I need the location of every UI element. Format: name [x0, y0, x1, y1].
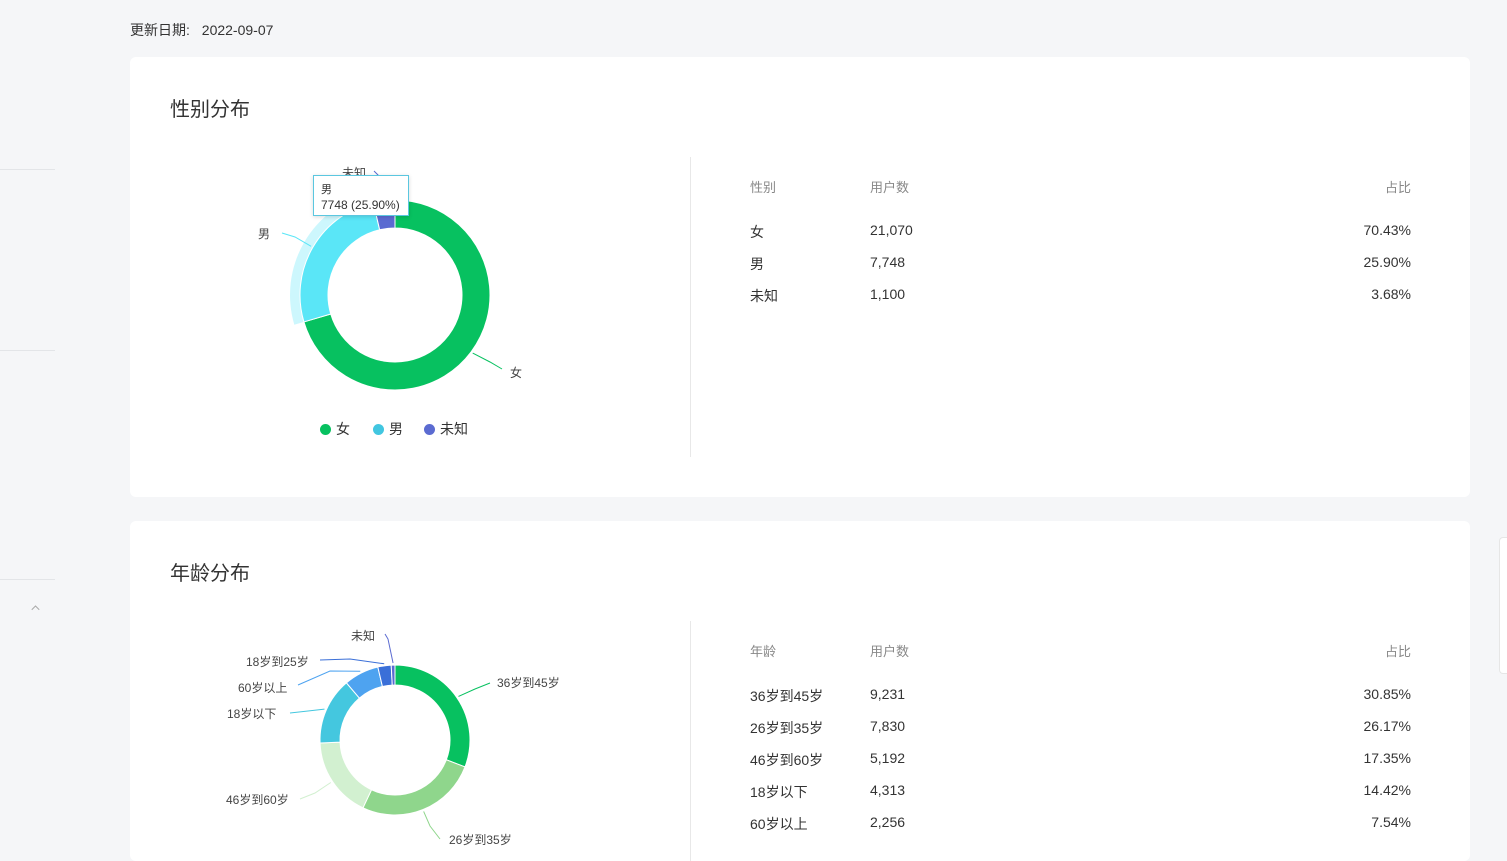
- card-divider: [690, 621, 691, 861]
- legend-label: 未知: [440, 421, 468, 437]
- update-date: 更新日期: 2022-09-07: [130, 20, 273, 40]
- donut-slice-0[interactable]: [394, 664, 471, 768]
- slice-label: 18岁以下: [227, 706, 276, 721]
- cell-name: 60岁以上: [750, 816, 808, 832]
- sidebar-divider: [0, 169, 55, 170]
- header-age: 年龄: [750, 644, 777, 659]
- donut-slice-1[interactable]: [299, 201, 381, 323]
- cell-count: 21,070: [870, 222, 913, 238]
- cell-name: 男: [750, 256, 764, 272]
- label-line: [472, 352, 503, 370]
- slice-label: 未知: [351, 629, 375, 643]
- header-ratio: 占比: [1384, 180, 1411, 195]
- legend-item-male[interactable]: 男: [373, 419, 403, 439]
- table-header: 性别 用户数 占比: [750, 177, 1411, 197]
- header-gender: 性别: [750, 180, 777, 195]
- tooltip-value: 7748 (25.90%): [321, 198, 400, 212]
- cell-count: 7,830: [870, 718, 906, 734]
- table-row: 未知 1,100 3.68%: [750, 286, 1411, 306]
- legend-dot: [373, 424, 384, 435]
- donut-slice-2[interactable]: [319, 741, 373, 809]
- age-title: 年龄分布: [170, 563, 250, 585]
- table-row: 60岁以上 2,256 7.54%: [750, 814, 1411, 834]
- slice-label: 46岁到60岁: [226, 792, 289, 807]
- legend-item-female[interactable]: 女: [320, 419, 350, 439]
- card-divider: [690, 157, 691, 457]
- cell-name: 36岁到45岁: [750, 688, 824, 704]
- table-header: 年龄 用户数 占比: [750, 641, 1411, 661]
- cell-name: 26岁到35岁: [750, 720, 824, 736]
- cell-pct: 25.90%: [1363, 254, 1411, 270]
- update-date-label: 更新日期:: [130, 22, 190, 38]
- legend-label: 女: [336, 421, 350, 437]
- cell-name: 未知: [750, 288, 778, 304]
- cell-count: 5,192: [870, 750, 906, 766]
- label-line: [458, 682, 491, 697]
- label-line: [299, 782, 332, 800]
- slice-label: 男: [258, 227, 270, 241]
- tooltip-name: 男: [321, 184, 332, 196]
- label-line: [289, 708, 325, 714]
- cell-pct: 26.17%: [1363, 718, 1411, 734]
- update-date-value: 2022-09-07: [201, 22, 274, 38]
- age-card: 年龄分布 36岁到45岁 26岁到35岁 46岁到60岁 18岁以下 60岁以上 18岁到…: [130, 521, 1470, 861]
- cell-count: 2,256: [870, 814, 906, 830]
- slice-label: 女: [510, 365, 522, 380]
- table-row: 46岁到60岁 5,192 17.35%: [750, 750, 1411, 770]
- label-line: [423, 811, 441, 840]
- legend-dot: [320, 424, 331, 435]
- left-sidebar: [0, 0, 55, 851]
- label-line: [384, 633, 394, 664]
- cell-count: 1,100: [870, 286, 906, 302]
- cell-name: 18岁以下: [750, 784, 808, 800]
- table-row: 36岁到45岁 9,231 30.85%: [750, 686, 1411, 706]
- slice-label: 36岁到45岁: [497, 675, 560, 690]
- cell-name: 女: [750, 224, 764, 240]
- label-line: [297, 670, 361, 686]
- cell-count: 7,748: [870, 254, 906, 270]
- table-row: 女 21,070 70.43%: [750, 222, 1411, 242]
- cell-count: 4,313: [870, 782, 906, 798]
- right-scroll-handle[interactable]: [1499, 537, 1507, 674]
- slice-label: 26岁到35岁: [449, 832, 512, 847]
- header-users: 用户数: [870, 644, 910, 659]
- gender-title: 性别分布: [170, 99, 250, 121]
- gender-card: 性别分布 女男未知 男 7748 (25.90%) 女 男 未知 性别 用户数 …: [130, 57, 1470, 497]
- donut-slice-0[interactable]: [303, 199, 491, 391]
- table-row: 18岁以下 4,313 14.42%: [750, 782, 1411, 802]
- slice-label: 60岁以上: [238, 680, 287, 695]
- donut-slice-1[interactable]: [362, 759, 466, 816]
- sidebar-divider: [0, 350, 55, 351]
- legend-item-unknown[interactable]: 未知: [424, 419, 468, 439]
- cell-pct: 30.85%: [1363, 686, 1411, 702]
- cell-count: 9,231: [870, 686, 906, 702]
- header-users: 用户数: [870, 180, 910, 195]
- chart-tooltip: 男 7748 (25.90%): [313, 175, 409, 216]
- cell-pct: 70.43%: [1363, 222, 1411, 238]
- donut-slice-6[interactable]: [390, 664, 396, 686]
- header-ratio: 占比: [1384, 644, 1411, 659]
- table-row: 26岁到35岁 7,830 26.17%: [750, 718, 1411, 738]
- chevron-up-icon[interactable]: [31, 603, 40, 612]
- legend-label: 男: [389, 421, 403, 437]
- slice-label: 18岁到25岁: [246, 654, 309, 669]
- label-line: [319, 658, 385, 665]
- cell-pct: 7.54%: [1371, 814, 1411, 830]
- table-row: 男 7,748 25.90%: [750, 254, 1411, 274]
- cell-name: 46岁到60岁: [750, 752, 824, 768]
- cell-pct: 3.68%: [1371, 286, 1411, 302]
- legend-dot: [424, 424, 435, 435]
- age-donut-chart[interactable]: 36岁到45岁 26岁到35岁 46岁到60岁 18岁以下 60岁以上 18岁到25岁 未知: [130, 521, 690, 861]
- sidebar-divider: [0, 579, 55, 580]
- cell-pct: 14.42%: [1363, 782, 1411, 798]
- cell-pct: 17.35%: [1363, 750, 1411, 766]
- label-line: [281, 232, 312, 247]
